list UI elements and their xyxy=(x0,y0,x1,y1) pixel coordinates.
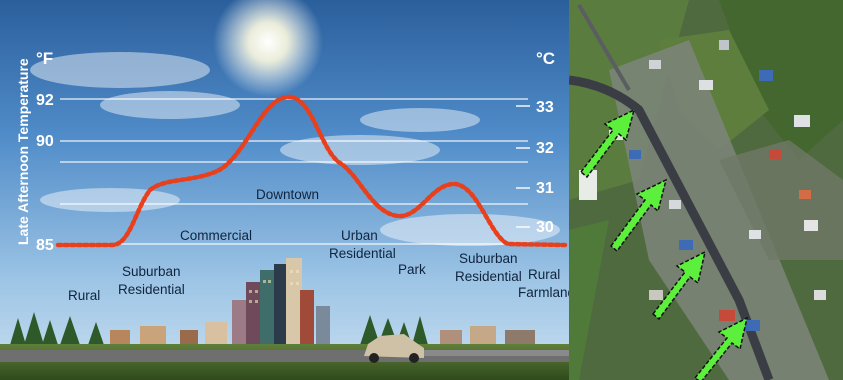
zone-label-suburban-residential-right: Suburban Residential xyxy=(455,251,522,284)
zone-label-rural: Rural xyxy=(68,288,100,303)
satellite-map xyxy=(569,0,843,380)
built-up-area xyxy=(609,40,829,380)
treeline xyxy=(10,312,428,345)
sun xyxy=(213,0,323,97)
arrow-icon xyxy=(609,178,668,253)
f-tick-85: 85 xyxy=(36,237,54,254)
fahrenheit-unit: °F xyxy=(36,49,53,68)
celsius-unit: °C xyxy=(536,49,555,68)
zone-label-suburban-residential-left: Suburban Residential xyxy=(118,264,185,297)
c-tick-marks xyxy=(516,105,530,228)
zone-label-park: Park xyxy=(398,262,426,277)
c-tick-32: 32 xyxy=(536,140,554,157)
car xyxy=(364,334,424,363)
low-houses xyxy=(110,322,535,344)
heat-island-diagram: Late Afternoon Temperature °F °C 92 90 8… xyxy=(0,0,569,380)
y-axis-title: Late Afternoon Temperature xyxy=(15,58,31,245)
c-tick-31: 31 xyxy=(536,180,554,197)
zone-label-commercial: Commercial xyxy=(180,228,252,243)
f-tick-92: 92 xyxy=(36,92,54,109)
f-tick-90: 90 xyxy=(36,133,54,150)
c-tick-33: 33 xyxy=(536,99,554,116)
downtown-buildings xyxy=(232,258,330,346)
arrow-icon xyxy=(579,108,636,179)
temperature-gridlines xyxy=(60,98,528,245)
zone-label-rural-farmland: Rural Farmland xyxy=(518,267,569,300)
clouds xyxy=(30,52,560,246)
arrow-icon xyxy=(693,316,749,380)
c-tick-30: 30 xyxy=(536,219,554,236)
satellite-image xyxy=(569,0,843,380)
arrow-markers xyxy=(579,108,749,380)
field-right xyxy=(719,0,843,160)
main-road xyxy=(569,75,774,380)
temperature-curve xyxy=(55,94,568,248)
zone-label-urban-residential: Urban Residential xyxy=(329,228,396,261)
arrow-icon xyxy=(651,250,707,321)
heat-island-illustration: Late Afternoon Temperature °F °C 92 90 8… xyxy=(0,0,569,380)
zone-label-downtown: Downtown xyxy=(256,187,319,202)
